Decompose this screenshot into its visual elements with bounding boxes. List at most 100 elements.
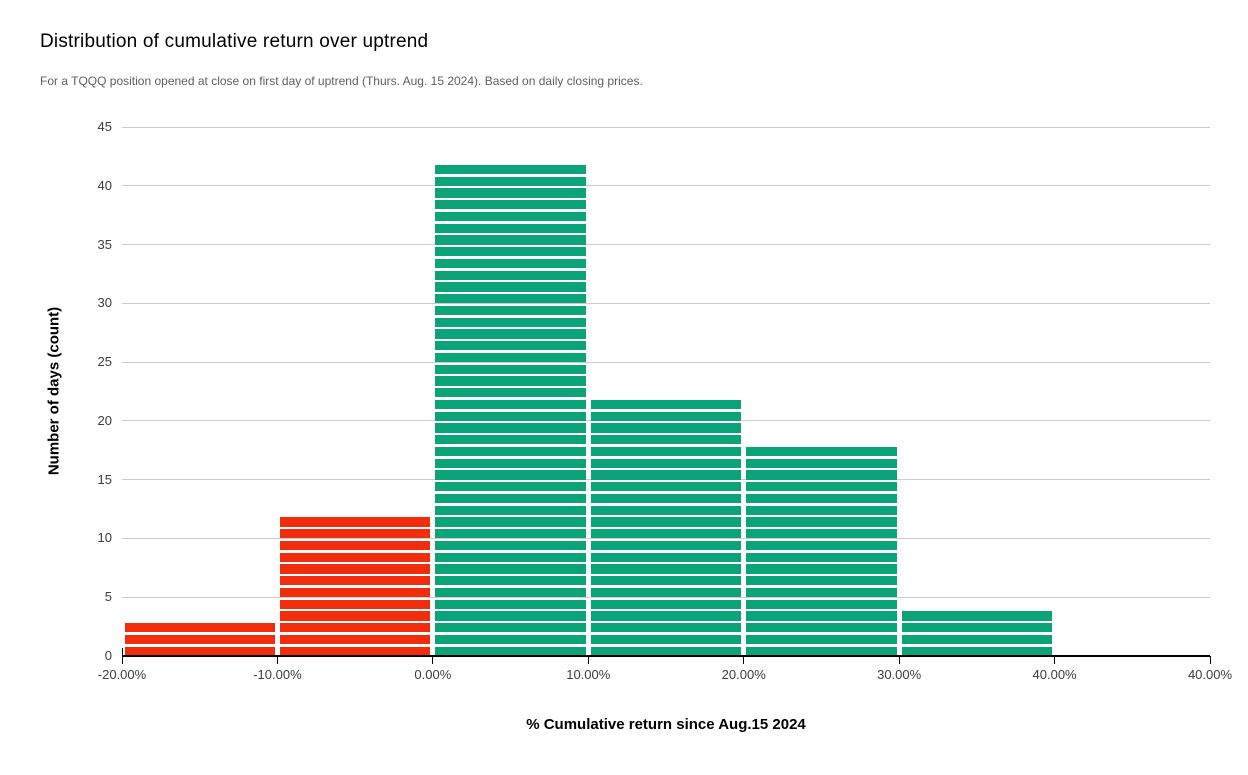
bar-segment (279, 587, 431, 598)
bar-segment (590, 446, 742, 457)
y-tick-label: 10 (97, 530, 112, 546)
bar-segment (746, 446, 897, 457)
y-tick-label: 30 (97, 295, 112, 311)
bar-segment (590, 611, 742, 621)
x-tick-label: 40.00% (1032, 667, 1077, 682)
bar-segment (746, 623, 897, 633)
bar-segment (435, 247, 586, 257)
bar-segment (435, 540, 586, 551)
bar-segment (435, 258, 586, 269)
y-gridline (122, 479, 1210, 481)
bar-segment (746, 634, 897, 645)
bar-segment (435, 211, 586, 222)
bar-segment (435, 176, 586, 186)
y-tick-label: 20 (97, 412, 112, 428)
bar-segment (435, 223, 586, 233)
bar-segment (279, 611, 431, 621)
y-gridline (122, 537, 1210, 539)
x-tick-label: -10.00% (253, 667, 302, 682)
x-tick-label: -20.00% (97, 667, 147, 682)
x-tick-mark (432, 656, 434, 664)
bar-segment (746, 552, 897, 562)
bar-segment (279, 623, 431, 633)
bar-segment (435, 552, 586, 562)
bar-segment (279, 517, 431, 527)
bar-segment (435, 282, 586, 292)
bar-segment (435, 564, 586, 574)
bar-segment (435, 517, 586, 527)
bar-segment (435, 646, 586, 656)
bar-segment (279, 599, 431, 609)
bar-segment (746, 493, 897, 504)
y-tick-label: 40 (97, 177, 112, 193)
bar-segment (435, 587, 586, 598)
bar-segment (435, 423, 586, 433)
bar-segment (435, 341, 586, 351)
bar-segment (435, 317, 586, 327)
bar-segment (590, 587, 742, 598)
bar-segment (590, 529, 742, 539)
bar-segment (279, 646, 431, 656)
y-gridline (122, 596, 1210, 598)
bar-segment (590, 493, 742, 504)
bar-segment (746, 505, 897, 515)
bar-segment (279, 564, 431, 574)
bar-segment (435, 352, 586, 363)
x-tick-mark (1209, 656, 1211, 664)
bar-segment (901, 646, 1053, 656)
bar-segment (279, 634, 431, 645)
chart-subtitle: For a TQQQ position opened at close on f… (40, 74, 643, 88)
y-tick-label: 25 (97, 354, 112, 370)
y-gridline (122, 244, 1210, 246)
bar-segment (590, 576, 742, 586)
bar-segment (901, 634, 1053, 645)
y-gridline (122, 361, 1210, 363)
x-tick-mark (587, 656, 589, 664)
x-axis-line (122, 655, 1210, 657)
bar-segment (435, 634, 586, 645)
bar-segment (435, 576, 586, 586)
x-tick-label: 30.00% (877, 667, 922, 682)
bar-segment (279, 540, 431, 551)
bar-segment (124, 623, 275, 633)
bar-segment (590, 646, 742, 656)
x-tick-label: 10.00% (566, 667, 611, 682)
bar-segment (901, 611, 1053, 621)
bar-segment (590, 458, 742, 468)
y-gridline (122, 126, 1210, 128)
bar-segment (746, 517, 897, 527)
y-tick-label: 5 (104, 589, 112, 605)
bar-segment (746, 564, 897, 574)
bar-segment (590, 634, 742, 645)
bar-segment (435, 376, 586, 386)
x-axis-title: % Cumulative return since Aug.15 2024 (526, 716, 806, 733)
bar-segment (746, 540, 897, 551)
bar-segment (746, 482, 897, 492)
bar-segment (590, 423, 742, 433)
bar-segment (746, 599, 897, 609)
bar-segment (746, 529, 897, 539)
bar-segment (435, 188, 586, 198)
x-tick-mark (898, 656, 900, 664)
bar-segment (435, 458, 586, 468)
bar-segment (435, 411, 586, 421)
y-tick-label: 0 (104, 648, 112, 663)
y-tick-label: 15 (97, 471, 112, 487)
bar-segment (435, 493, 586, 504)
bar-segment (435, 505, 586, 515)
bar-segment (590, 623, 742, 633)
y-gridline (122, 420, 1210, 422)
bar-segment (746, 458, 897, 468)
bar-segment (435, 305, 586, 316)
y-gridline (122, 185, 1210, 187)
bar-segment (590, 517, 742, 527)
bar-segment (590, 599, 742, 609)
bar-segment (435, 329, 586, 339)
y-gridline (122, 302, 1210, 304)
bar-segment (435, 164, 586, 175)
bar-segment (279, 529, 431, 539)
x-tick-label: 40.00% (1187, 667, 1233, 682)
bar-segment (279, 552, 431, 562)
x-tick-mark (121, 656, 123, 664)
